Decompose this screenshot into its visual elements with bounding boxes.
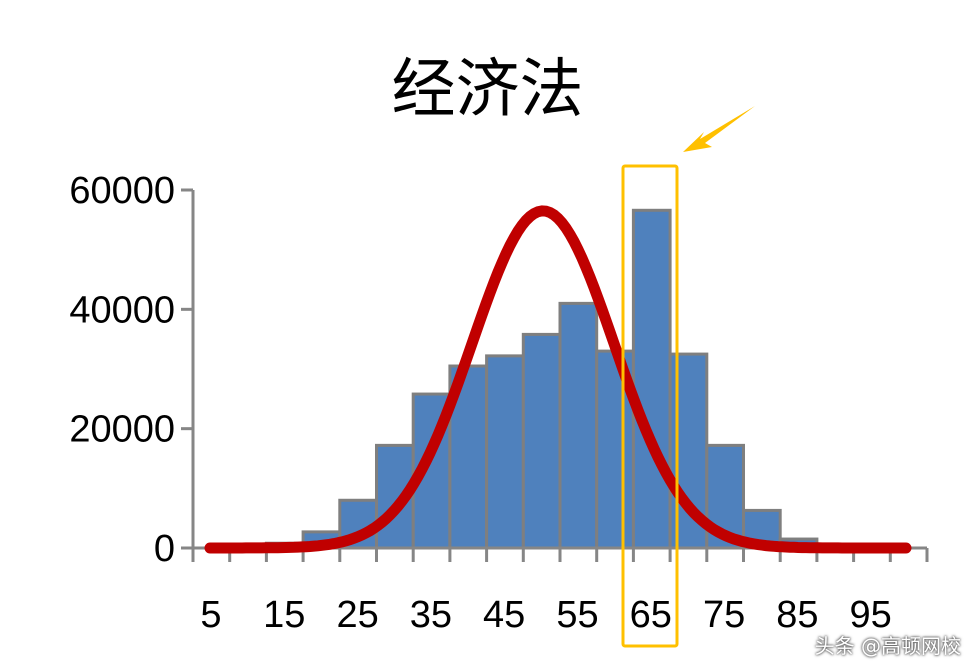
highlight-box [621, 164, 679, 648]
histogram-bar [521, 332, 562, 550]
watermark: 头条 @高顿网校 [814, 634, 961, 658]
x-tick-label: 15 [263, 594, 305, 636]
x-tick-label: 5 [200, 594, 221, 636]
y-tick-label: 40000 [69, 289, 175, 331]
x-tick-label: 75 [703, 594, 745, 636]
x-tick-label: 85 [776, 594, 818, 636]
y-tick-label: 60000 [69, 170, 175, 212]
histogram-bar [485, 354, 525, 550]
x-tick-label: 35 [410, 594, 452, 636]
chart-title: 经济法 [391, 53, 584, 127]
x-tick-label: 65 [630, 594, 672, 636]
y-tick-label: 0 [154, 528, 175, 570]
histogram-bar [631, 208, 672, 550]
normal-curve [204, 205, 912, 554]
x-tick-label: 55 [556, 594, 598, 636]
y-tick-label: 20000 [69, 409, 175, 451]
histogram-bar [558, 301, 599, 550]
x-tick-label: 95 [850, 594, 892, 636]
arrow-icon [683, 106, 755, 152]
x-tick-label: 25 [336, 594, 378, 636]
x-tick-label: 45 [483, 594, 525, 636]
